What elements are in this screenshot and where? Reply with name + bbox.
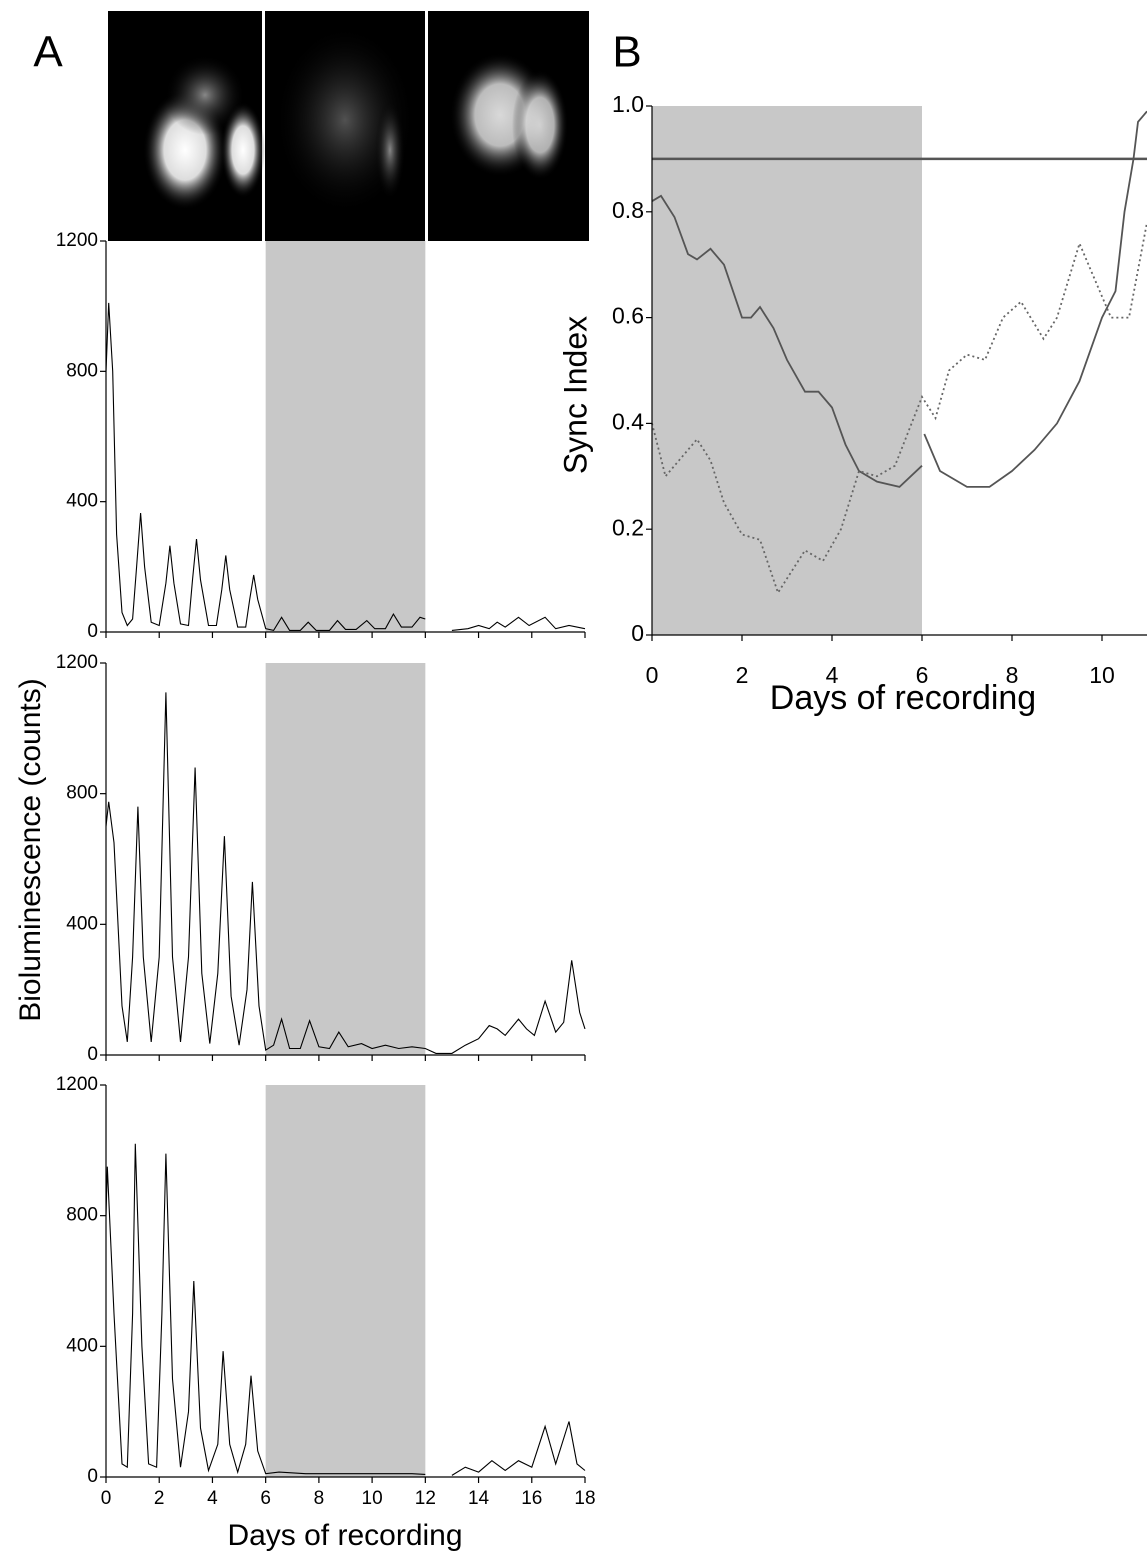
y-axis-label: Bioluminescence (counts) <box>14 678 47 1022</box>
y-tick-label: 0 <box>87 1466 98 1487</box>
shaded-region <box>265 663 426 1055</box>
x-tick-label: 0 <box>646 662 659 688</box>
x-tick-label: 18 <box>574 1488 595 1509</box>
x-tick-label: 16 <box>521 1488 542 1509</box>
series-line <box>105 692 586 1054</box>
y-axis-label: Sync Index <box>557 316 593 474</box>
x-tick-label: 6 <box>260 1488 271 1509</box>
y-tick-label: 1200 <box>56 1074 98 1095</box>
x-tick-label: 14 <box>468 1488 490 1509</box>
y-tick-label: 0 <box>87 621 98 642</box>
y-tick-label: 0.4 <box>612 408 644 434</box>
series-line <box>651 110 1147 488</box>
x-tick-label: 10 <box>362 1488 383 1509</box>
y-tick-label: 0 <box>631 620 644 646</box>
shaded-region <box>265 1085 426 1477</box>
image-blob <box>512 70 568 180</box>
series-line <box>651 222 1147 595</box>
x-tick-label: 2 <box>154 1488 165 1509</box>
image-blob <box>375 100 405 200</box>
y-tick-label: 400 <box>66 913 98 934</box>
panel-label: A <box>33 28 63 77</box>
shaded-region <box>652 106 922 635</box>
x-tick-label: 12 <box>415 1488 436 1509</box>
y-tick-label: 400 <box>66 1335 98 1356</box>
y-tick-label: 0.6 <box>612 303 644 329</box>
series-line <box>105 302 586 632</box>
y-tick-label: 800 <box>66 783 98 804</box>
x-tick-label: 0 <box>101 1488 112 1509</box>
shaded-region <box>265 241 426 632</box>
panel-label: B <box>612 28 641 77</box>
x-tick-label: 6 <box>916 662 929 688</box>
y-tick-label: 0 <box>87 1044 98 1065</box>
image-blob <box>165 55 245 135</box>
x-tick-label: 8 <box>1006 662 1019 688</box>
x-tick-label: 8 <box>314 1488 325 1509</box>
micrographs <box>108 11 589 241</box>
y-tick-label: 0.2 <box>612 514 644 540</box>
x-axis-label: Days of recording <box>227 1519 462 1552</box>
y-tick-label: 1200 <box>56 230 98 251</box>
x-axis-label: Days of recording <box>770 679 1036 717</box>
y-tick-label: 1.0 <box>612 91 644 117</box>
x-tick-label: 2 <box>736 662 749 688</box>
x-tick-label: 4 <box>207 1488 218 1509</box>
series-line <box>105 1143 586 1476</box>
y-tick-label: 0.8 <box>612 197 644 223</box>
image-blob <box>221 102 265 198</box>
y-tick-label: 400 <box>66 491 98 512</box>
y-tick-label: 800 <box>66 1205 98 1226</box>
x-tick-label: 10 <box>1089 662 1115 688</box>
y-tick-label: 1200 <box>56 652 98 673</box>
y-tick-label: 800 <box>66 360 98 381</box>
x-tick-label: 4 <box>826 662 839 688</box>
